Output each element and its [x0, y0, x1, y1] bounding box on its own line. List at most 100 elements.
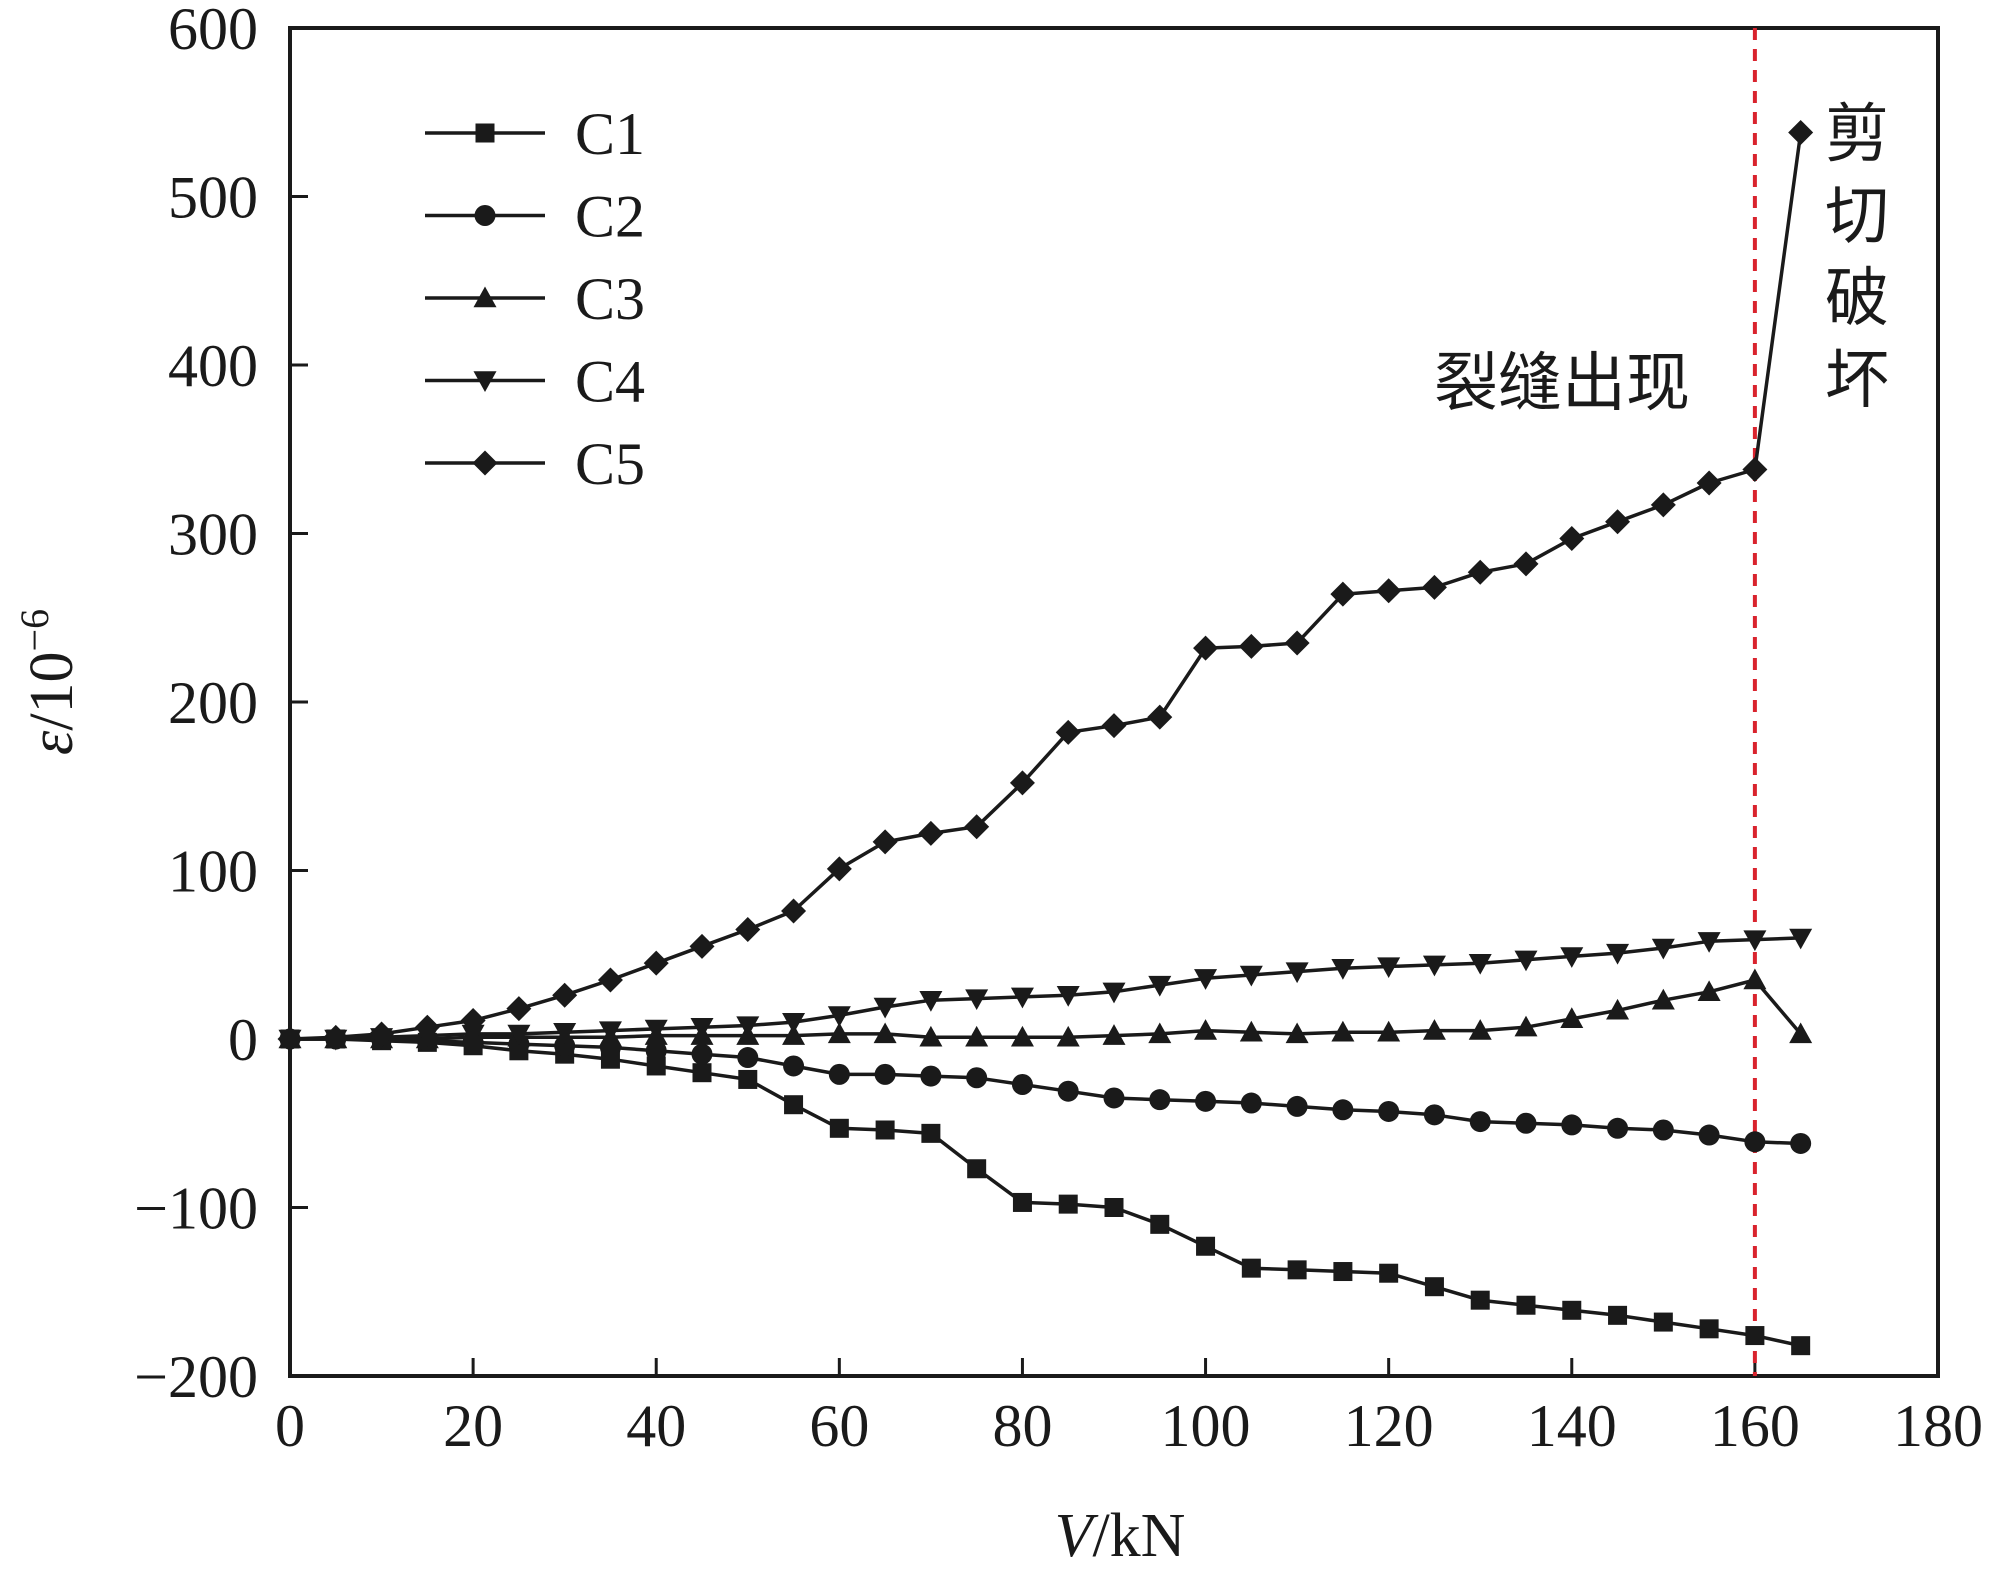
series-c2-point [1469, 1111, 1491, 1133]
series-c2-point [1011, 1073, 1033, 1095]
series-c5-point [964, 814, 990, 840]
shear-failure-char-1: 剪 [1825, 98, 1889, 172]
series-c4-point [1789, 928, 1813, 950]
series-c2 [279, 1028, 1812, 1154]
series-c1-point [1699, 1319, 1719, 1339]
series-c5-point [1696, 470, 1722, 496]
x-axis-label: V/kN [1055, 1502, 1186, 1570]
series-c2-point [1790, 1132, 1812, 1154]
series-c3-point [827, 1022, 851, 1044]
series-c2-point [1561, 1114, 1583, 1136]
series-c3-point [1194, 1019, 1218, 1040]
series-c3-point [782, 1024, 806, 1045]
y-tick-label: 400 [168, 333, 258, 399]
series-c2-point [1286, 1095, 1308, 1117]
legend-label-c1: C1 [575, 101, 645, 167]
series-c4-point [782, 1012, 806, 1034]
series-c2-point [783, 1055, 805, 1077]
legend-item-c5: C5 [425, 431, 645, 497]
series-c5-point [414, 1014, 440, 1040]
series-c5-point [277, 1026, 303, 1052]
series-c2-point [1652, 1119, 1674, 1141]
series-c4-point [1743, 930, 1767, 952]
series-c5-point [735, 916, 761, 942]
series-c3-line [290, 978, 1803, 1041]
legend-marker-c3 [473, 286, 497, 308]
series-c4-point [1468, 953, 1492, 975]
axes-layer [288, 26, 1940, 1378]
y-tick-label: −200 [134, 1344, 258, 1410]
series-c4-point [1285, 962, 1309, 984]
series-c1-point [967, 1159, 987, 1179]
series-c3 [278, 968, 1813, 1049]
shear-failure-char-4: 坏 [1825, 344, 1889, 418]
series-c5-point [689, 933, 715, 959]
series-c1-point [784, 1095, 804, 1115]
series-c3-point [1697, 980, 1721, 1002]
legend-label-c2: C2 [575, 184, 645, 250]
series-c1-point [1287, 1260, 1307, 1280]
series-c5-point [323, 1024, 349, 1050]
series-c3-point [919, 1025, 943, 1047]
series-c5-point [1055, 719, 1081, 745]
series-c5-point [597, 967, 623, 993]
series-c5-point [1284, 630, 1310, 656]
series-c2-point [1423, 1104, 1445, 1126]
series-c4-line [290, 936, 1801, 1041]
series-c2-point [966, 1067, 988, 1089]
series-c4-point [1148, 975, 1172, 997]
series-c4-point [1194, 969, 1218, 990]
legend-label-c3: C3 [575, 266, 645, 332]
legend: C1 C2 C3 C4 C5 [425, 101, 645, 497]
series-c5 [277, 119, 1814, 1052]
series-c4-point [1560, 947, 1584, 968]
series-c2-point [1607, 1117, 1629, 1139]
series-c4-point [644, 1019, 668, 1041]
series-c4-point [827, 1006, 851, 1027]
series-c3-point [1422, 1019, 1446, 1040]
series-c4-point [1514, 950, 1538, 972]
series-c4-point [690, 1018, 714, 1039]
series-c1-point [646, 1056, 666, 1076]
series-c3-point [1010, 1025, 1034, 1047]
series-c2-point [1378, 1100, 1400, 1122]
series-c1-point [1608, 1305, 1628, 1325]
series-c2-point [874, 1063, 896, 1085]
series-c1 [280, 1029, 1811, 1356]
series-c5-point [1238, 633, 1264, 659]
series-c5-point [506, 996, 532, 1022]
series-c4-point [553, 1023, 577, 1044]
legend-item-c1: C1 [425, 101, 645, 167]
series-c1-point [1012, 1192, 1032, 1212]
series-c5-point [552, 982, 578, 1008]
series-c5-point [1650, 492, 1676, 518]
series-c1-point [1653, 1312, 1673, 1332]
series-c5-point [1605, 509, 1631, 535]
series-c5-point [460, 1007, 486, 1033]
x-tick-label: 0 [275, 1393, 305, 1459]
series-c3-point [1789, 1022, 1813, 1044]
series-c1-point [1104, 1198, 1124, 1217]
series-c1-line [290, 1037, 1802, 1348]
x-tick-label: 160 [1710, 1393, 1800, 1459]
x-tick-label: 140 [1527, 1393, 1617, 1459]
series-c1-point [1333, 1262, 1353, 1282]
x-tick-label: 180 [1893, 1393, 1983, 1459]
series-c4-point [1056, 985, 1080, 1007]
series-c4-point [965, 989, 989, 1011]
series-c5-point [1467, 559, 1493, 585]
series-c3-point [1102, 1024, 1126, 1045]
crack-annotation: 裂缝出现 [1434, 347, 1690, 421]
legend-marker-c5 [472, 450, 498, 476]
series-c3-point [1651, 988, 1675, 1010]
series-c3-point [1056, 1025, 1080, 1047]
series-c1-point [1791, 1336, 1811, 1356]
x-axis-label-unit: /kN [1092, 1502, 1185, 1570]
series-c5-point [1193, 635, 1219, 661]
series-c5-point [781, 898, 807, 924]
legend-item-c4: C4 [425, 349, 645, 415]
series-c1-point [738, 1069, 758, 1089]
series-c1-point [1516, 1295, 1536, 1315]
y-tick-label: 100 [168, 839, 258, 905]
series-c2-point [1332, 1099, 1354, 1121]
